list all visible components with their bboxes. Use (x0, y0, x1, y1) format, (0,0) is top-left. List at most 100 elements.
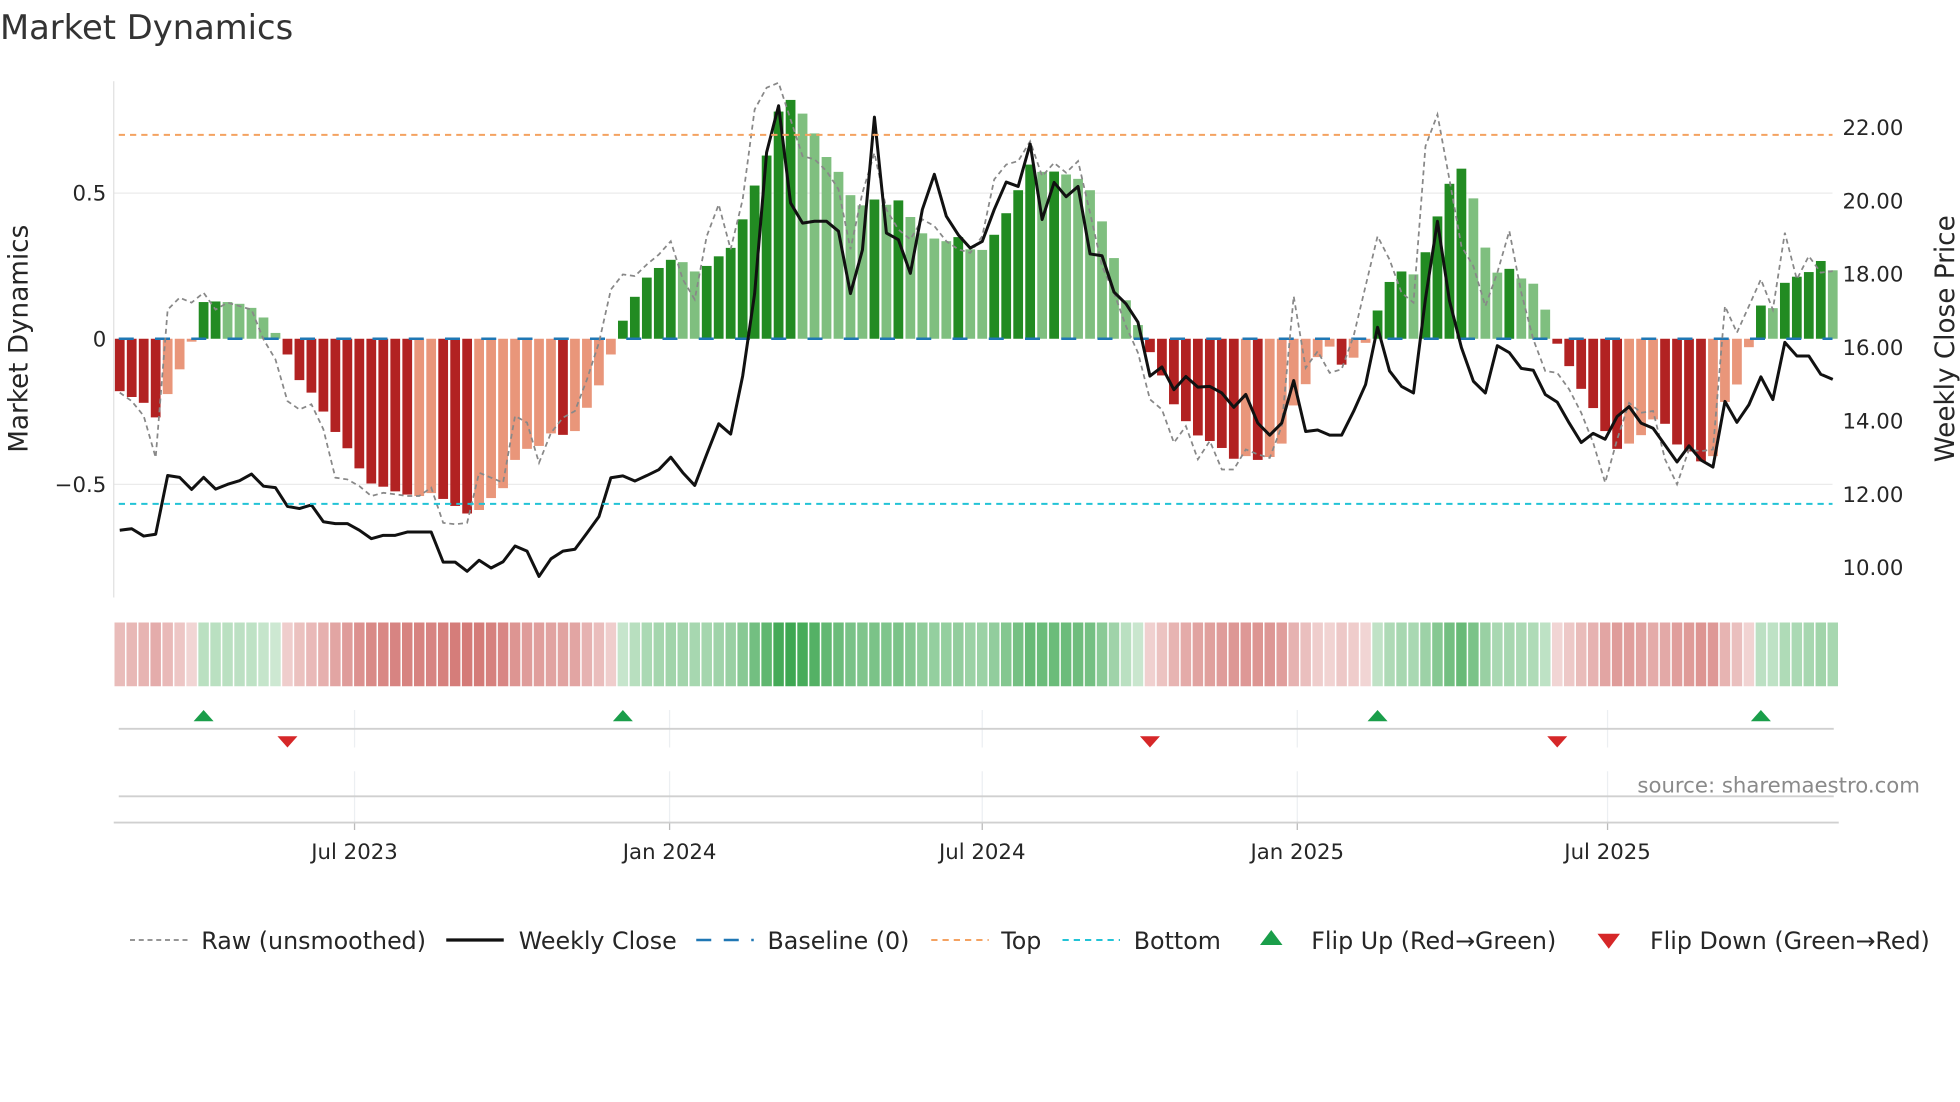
bar-negative (342, 338, 353, 449)
bar-positive (689, 271, 700, 339)
heat-strip-cell (1492, 622, 1503, 687)
heat-strip-cell (270, 622, 281, 687)
bar-negative (438, 338, 449, 499)
bar-negative (534, 338, 544, 446)
bar-positive (713, 256, 724, 339)
legend-label: Raw (unsmoothed) (201, 927, 426, 955)
bar-negative (1696, 338, 1706, 462)
heat-strip-cell (425, 622, 437, 687)
bar-positive (1756, 305, 1766, 339)
heat-strip-cell (234, 622, 245, 687)
flip-down-marker (1547, 736, 1568, 748)
heat-strip-cell (1276, 622, 1287, 687)
chart-title: Market Dynamics (0, 8, 293, 47)
bar-negative (1228, 338, 1239, 459)
heat-strip-cell (641, 622, 653, 687)
bar-positive (989, 234, 1000, 339)
bar-positive (677, 262, 688, 339)
heat-strip-cell (1408, 622, 1419, 687)
weekly-close-line (119, 104, 1834, 578)
bar-negative (1672, 338, 1682, 445)
gridlines (113, 192, 1833, 486)
bar-negative (282, 338, 293, 355)
bar-negative (426, 338, 437, 494)
heat-strip-cell (737, 622, 748, 687)
bar-negative (138, 338, 149, 403)
bar-positive (1803, 272, 1814, 339)
bar-positive (749, 185, 760, 339)
bar-positive (725, 247, 736, 339)
bar-positive (833, 171, 844, 339)
bar-negative (1288, 338, 1299, 406)
heat-strip-cell (162, 622, 173, 687)
heat-strip-cell (797, 622, 808, 687)
y-tick-label: −0.5 (55, 473, 107, 498)
heat-strip-cell (1240, 622, 1252, 687)
heat-strip-cell (1300, 622, 1311, 687)
bar-positive (893, 200, 904, 339)
bar-negative (486, 338, 496, 499)
bar-negative (318, 338, 329, 412)
legend-top: Top (931, 927, 1041, 955)
bar-negative (474, 338, 484, 511)
heat-strip-cell (174, 622, 185, 687)
bar-positive (785, 99, 796, 339)
heat-strip-cell (354, 622, 365, 687)
heat-strip-cell (1324, 622, 1335, 687)
bar-negative (594, 338, 604, 386)
heat-strip-cell (1228, 622, 1240, 687)
bar-negative (402, 338, 413, 495)
bar-positive (1815, 260, 1826, 339)
heat-strip-cell (1120, 622, 1132, 687)
bar-positive (1492, 272, 1503, 339)
heat-strip-cell (1540, 622, 1551, 687)
heat-strip-cell (378, 622, 389, 687)
bar-positive (1480, 247, 1491, 339)
bar-negative (1360, 338, 1371, 343)
bar-positive (953, 237, 964, 339)
axes: 0.5 0 −0.5 22.00 20.00 18.00 16.00 14.00 12.00 10… (55, 81, 1903, 598)
heat-strip-cell (713, 622, 724, 687)
heat-strip-cell (497, 622, 509, 687)
bar-positive (1396, 271, 1407, 339)
heat-strip-cell (1671, 622, 1683, 687)
bar-negative (1564, 338, 1575, 367)
heat-strip-cell (605, 622, 617, 687)
bar-negative (1720, 338, 1730, 402)
bar-positive (797, 113, 808, 339)
bar-positive (1061, 174, 1071, 339)
heat-strip-cell (857, 622, 868, 687)
heat-strip-cell (1360, 622, 1371, 687)
flip-down-marker (277, 736, 298, 748)
bar-negative (558, 338, 568, 435)
heat-strip-cell (246, 622, 257, 687)
y2-axis-title: Weekly Close Price (1931, 215, 1960, 462)
bar-positive (1133, 325, 1143, 339)
heat-strip-cell (1420, 622, 1431, 687)
heat-strip-cell (893, 622, 904, 687)
heat-strip-cell (1647, 622, 1659, 687)
bar-positive (737, 219, 748, 339)
heat-strip-cell (114, 622, 125, 687)
legend: Raw (unsmoothed) Weekly Close Baseline (0)… (130, 927, 1930, 955)
bar-negative (1336, 338, 1347, 365)
bar-positive (1109, 258, 1119, 339)
bar-negative (1264, 338, 1275, 457)
bar-positive (1049, 171, 1059, 339)
heat-strip-cell (1096, 622, 1108, 687)
heat-strip-cell (1456, 622, 1467, 687)
heat-strip-cell (677, 622, 688, 687)
heat-strip-cell (413, 622, 425, 687)
legend-bottom: Bottom (1062, 927, 1221, 955)
bar-negative (522, 338, 532, 449)
heat-strip-cell (749, 622, 760, 687)
heat-strip-cell (521, 622, 533, 687)
y-tick-label: 0.5 (72, 182, 106, 207)
heat-strip-cell (785, 622, 796, 687)
bar-positive (1001, 213, 1012, 339)
bar-positive (761, 155, 772, 339)
heat-strip-cell (581, 622, 593, 687)
bar-positive (1097, 221, 1107, 339)
legend-label: Weekly Close (519, 927, 677, 955)
